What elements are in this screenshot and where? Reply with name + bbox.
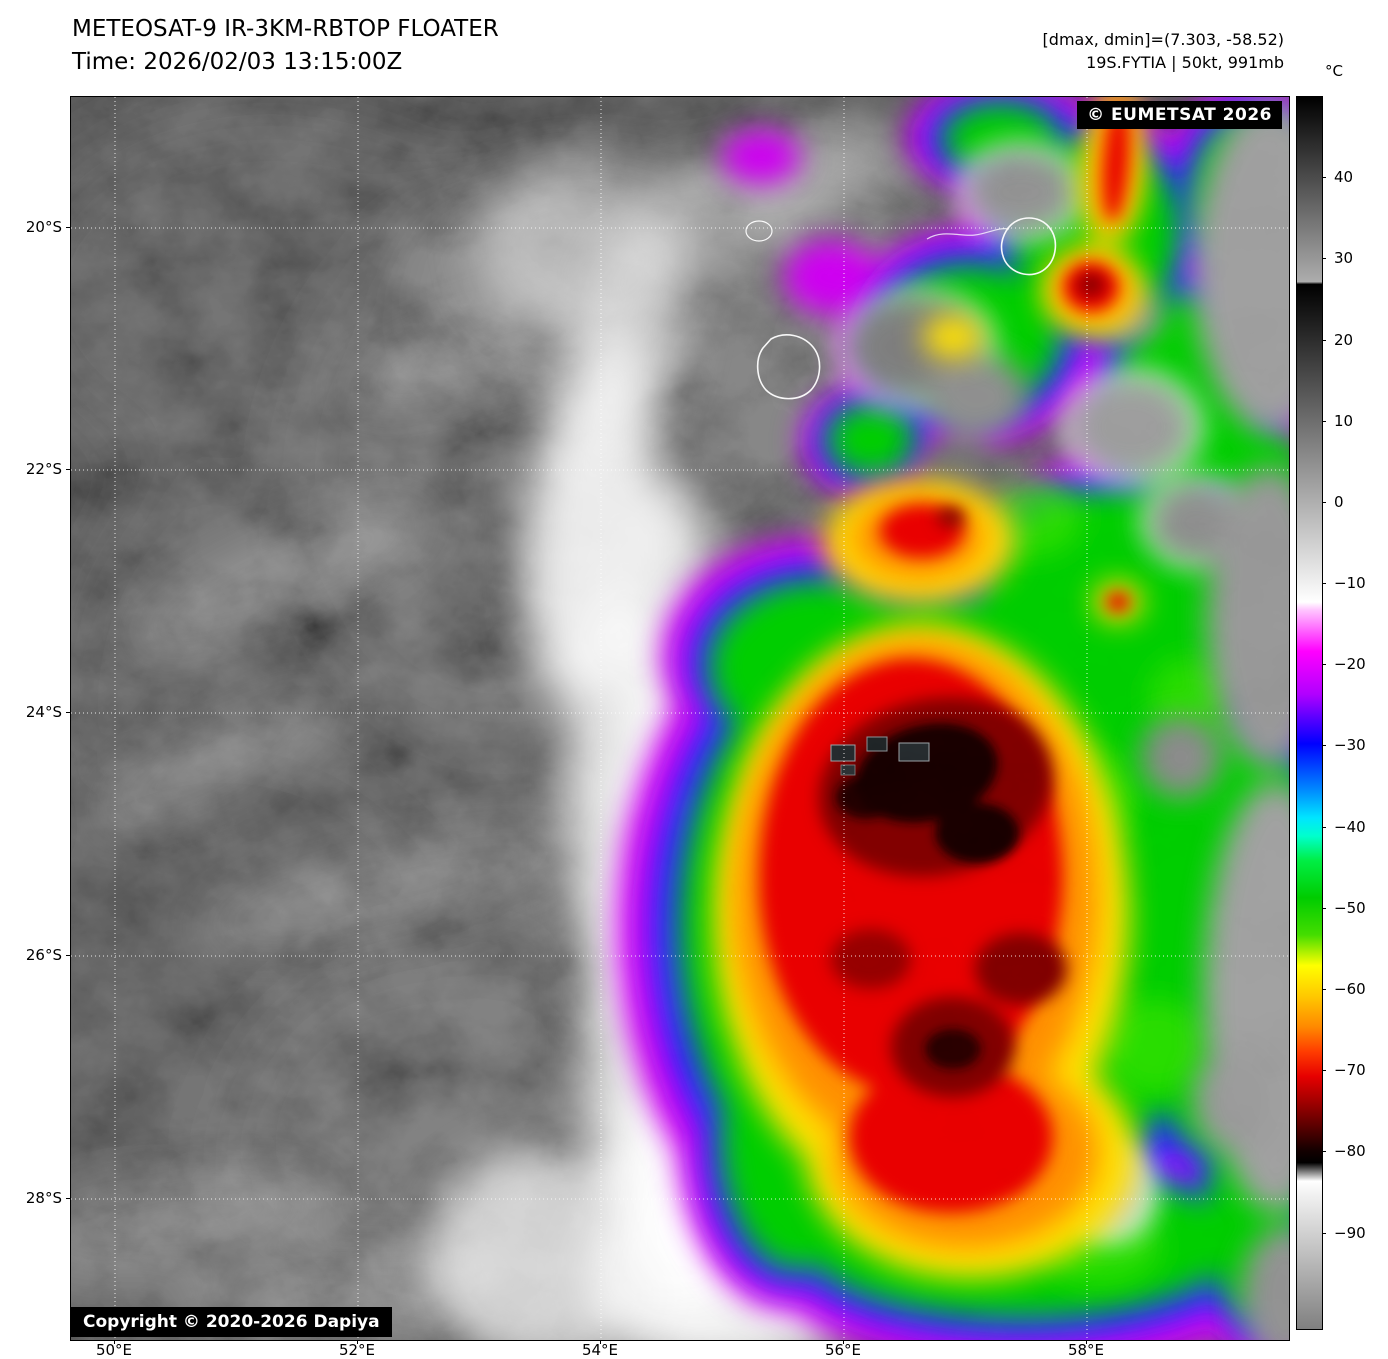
dmax-dmin-readout: [dmax, dmin]=(7.303, -58.52) — [1042, 30, 1284, 49]
colorbar-label-10: 10 — [1334, 412, 1354, 430]
mauritius-outline — [1000, 217, 1057, 276]
coastlines — [745, 217, 1057, 400]
colorbar-label-30: 30 — [1334, 249, 1354, 267]
colorbar-label--40: −40 — [1334, 818, 1366, 836]
cloud-contour-line — [926, 228, 1010, 240]
y-axis-tick — [66, 227, 70, 228]
colorbar-tick — [1322, 177, 1326, 178]
colorbar-tick — [1322, 1070, 1326, 1071]
colorbar-label--80: −80 — [1334, 1142, 1366, 1160]
satellite-image — [71, 97, 1289, 1340]
lon-label-56e: 56°E — [824, 1341, 862, 1359]
x-axis-tick — [114, 1340, 115, 1344]
reunion-outline — [756, 334, 821, 400]
lat-label-26s: 26°S — [25, 946, 62, 964]
eumetsat-badge: © EUMETSAT 2026 — [1077, 101, 1282, 129]
image-grain-overlay — [71, 97, 1289, 1340]
colorbar-tick — [1322, 827, 1326, 828]
colorbar-label--10: −10 — [1334, 574, 1366, 592]
copyright-badge: Copyright © 2020-2026 Dapiya — [71, 1307, 392, 1337]
temperature-colorbar — [1296, 96, 1323, 1330]
colorbar-tick — [1322, 421, 1326, 422]
lon-label-54e: 54°E — [581, 1341, 619, 1359]
colorbar-label--50: −50 — [1334, 899, 1366, 917]
colorbar-label--60: −60 — [1334, 980, 1366, 998]
colorbar-tick — [1322, 1233, 1326, 1234]
colorbar-label--90: −90 — [1334, 1224, 1366, 1242]
colorbar-label--70: −70 — [1334, 1061, 1366, 1079]
lat-label-28s: 28°S — [25, 1189, 62, 1207]
colorbar-tick — [1322, 258, 1326, 259]
lon-label-58e: 58°E — [1067, 1341, 1105, 1359]
lat-label-24s: 24°S — [25, 703, 62, 721]
y-axis-tick — [66, 469, 70, 470]
colorbar-tick — [1322, 664, 1326, 665]
lon-label-52e: 52°E — [338, 1341, 376, 1359]
colorbar-label-20: 20 — [1334, 331, 1354, 349]
colorbar-label-40: 40 — [1334, 168, 1354, 186]
colorbar-label--30: −30 — [1334, 736, 1366, 754]
colorbar-unit-label: °C — [1325, 62, 1343, 80]
lat-label-20s: 20°S — [25, 218, 62, 236]
satellite-map-panel: © EUMETSAT 2026 Copyright © 2020-2026 Da… — [70, 96, 1290, 1341]
islet-outline — [745, 220, 773, 242]
x-axis-tick — [357, 1340, 358, 1344]
colorbar-label--20: −20 — [1334, 655, 1366, 673]
figure-time: Time: 2026/02/03 13:15:00Z — [72, 49, 403, 75]
y-axis-tick — [66, 955, 70, 956]
colorbar-tick — [1322, 1151, 1326, 1152]
colorbar-tick — [1322, 989, 1326, 990]
storm-readout: 19S.FYTIA | 50kt, 991mb — [1086, 53, 1284, 72]
lat-label-22s: 22°S — [25, 460, 62, 478]
latlon-grid — [71, 97, 1289, 1340]
colorbar-label-0: 0 — [1334, 493, 1344, 511]
x-axis-tick — [1086, 1340, 1087, 1344]
x-axis-tick — [600, 1340, 601, 1344]
lon-label-50e: 50°E — [95, 1341, 133, 1359]
y-axis-tick — [66, 712, 70, 713]
colorbar-tick — [1322, 908, 1326, 909]
colorbar-tick — [1322, 583, 1326, 584]
x-axis-tick — [843, 1340, 844, 1344]
y-axis-tick — [66, 1198, 70, 1199]
figure-title: METEOSAT-9 IR-3KM-RBTOP FLOATER — [72, 16, 499, 42]
colorbar-tick — [1322, 745, 1326, 746]
colorbar-tick — [1322, 340, 1326, 341]
colorbar-tick — [1322, 502, 1326, 503]
